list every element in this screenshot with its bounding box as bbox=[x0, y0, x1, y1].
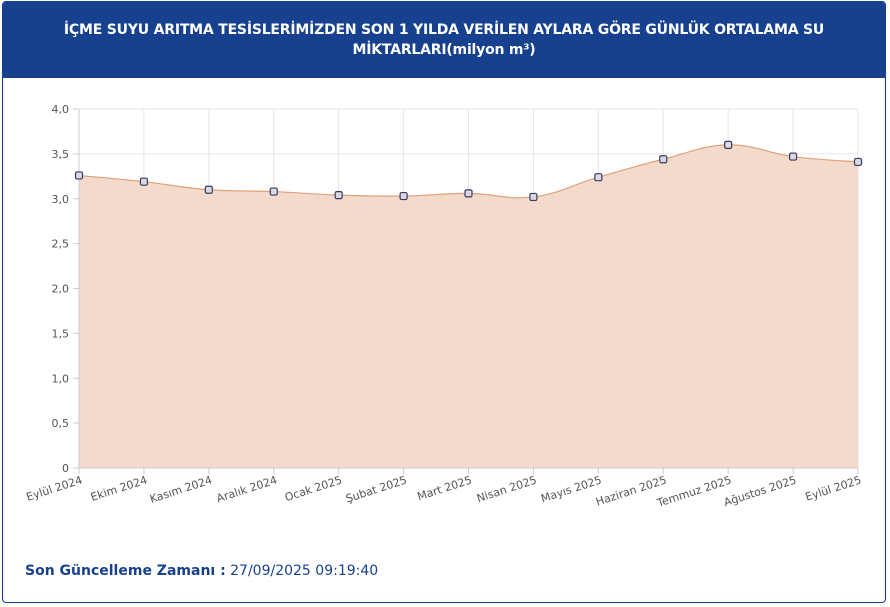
last-update-label: Son Güncelleme Zamanı : bbox=[25, 563, 226, 579]
x-tick-label: Şubat 2025 bbox=[344, 473, 408, 505]
last-update-value: 27/09/2025 09:19:40 bbox=[230, 563, 379, 579]
data-point[interactable] bbox=[269, 187, 278, 196]
chart-title: İÇME SUYU ARITMA TESİSLERİMİZDEN SON 1 Y… bbox=[63, 22, 825, 58]
data-point[interactable] bbox=[399, 191, 408, 201]
x-tick-label: Aralık 2024 bbox=[215, 473, 279, 505]
data-point[interactable] bbox=[788, 152, 798, 161]
x-tick-label: Ekim 2024 bbox=[89, 473, 149, 503]
x-tick-label: Ocak 2025 bbox=[283, 473, 343, 504]
y-tick-label: 3,5 bbox=[52, 148, 70, 161]
x-tick-label: Nisan 2025 bbox=[475, 473, 538, 505]
data-point[interactable] bbox=[853, 157, 863, 167]
y-tick-label: 0,5 bbox=[52, 417, 70, 430]
y-tick-label: 1,0 bbox=[52, 372, 70, 385]
y-tick-label: 2,0 bbox=[52, 283, 70, 296]
data-point[interactable] bbox=[464, 189, 473, 198]
y-tick-label: 1,5 bbox=[52, 327, 70, 340]
series-area bbox=[79, 144, 858, 468]
marker-layer bbox=[74, 140, 863, 202]
x-tick-label: Kasım 2024 bbox=[148, 473, 214, 505]
x-tick-label: Mayıs 2025 bbox=[539, 473, 603, 505]
chart-header: İÇME SUYU ARITMA TESİSLERİMİZDEN SON 1 Y… bbox=[3, 2, 885, 78]
last-update: Son Güncelleme Zamanı : 27/09/2025 09:19… bbox=[25, 563, 378, 579]
data-point[interactable] bbox=[74, 171, 84, 180]
data-point[interactable] bbox=[204, 185, 213, 194]
y-tick-label: 0 bbox=[62, 462, 69, 475]
data-point[interactable] bbox=[594, 173, 603, 182]
x-tick-label: Eylül 2024 bbox=[25, 473, 84, 503]
data-point[interactable] bbox=[529, 192, 538, 202]
x-tick-label: Ağustos 2025 bbox=[722, 473, 798, 509]
data-point[interactable] bbox=[724, 140, 733, 149]
x-tick-label: Temmuz 2025 bbox=[655, 473, 733, 510]
y-tick-label: 3,0 bbox=[52, 193, 70, 206]
area-chart: 0 0,5 1,0 1,5 2,0 2,5 3,0 3,5 4,0 Eylül 2024 Ekim … bbox=[25, 103, 863, 510]
x-tick-label: Eylül 2025 bbox=[804, 473, 863, 503]
data-point[interactable] bbox=[659, 155, 668, 164]
data-point[interactable] bbox=[334, 191, 343, 200]
x-tick-label: Mart 2025 bbox=[416, 473, 474, 503]
y-tick-label: 4,0 bbox=[52, 103, 70, 116]
data-point[interactable] bbox=[139, 177, 149, 186]
y-tick-label: 2,5 bbox=[52, 238, 70, 251]
